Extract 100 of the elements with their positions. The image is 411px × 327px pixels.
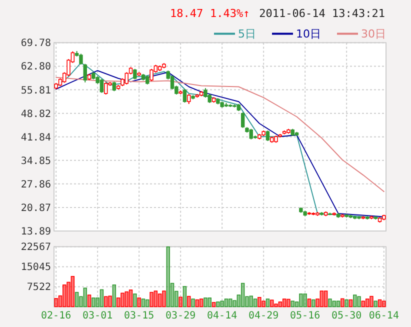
y-tick-label: 13.89: [20, 226, 51, 238]
bar: [116, 298, 120, 308]
y-tick-label: 15045: [20, 262, 51, 274]
y-tick-label: 34.85: [20, 156, 51, 167]
bar: [299, 294, 303, 308]
bar: [133, 294, 137, 308]
bar: [208, 298, 212, 308]
y-tick-label: 69.78: [20, 38, 51, 50]
bar: [245, 296, 249, 308]
bar: [282, 298, 286, 308]
bar: [336, 300, 340, 308]
legend-label: 30日: [361, 28, 386, 41]
bar: [166, 246, 170, 308]
y-tick-label: 48.82: [20, 108, 51, 120]
bar: [290, 300, 294, 308]
bar: [307, 298, 312, 308]
bar: [316, 298, 320, 308]
x-tick-label: 05-16: [290, 310, 320, 322]
bar: [286, 298, 290, 308]
bar: [182, 286, 187, 308]
legend-label: 10日: [296, 28, 321, 41]
bar: [303, 294, 307, 308]
bar: [294, 302, 299, 308]
bar: [365, 298, 370, 308]
bar: [154, 290, 158, 308]
x-tick-label: 02-16: [41, 310, 72, 322]
bar: [236, 294, 241, 308]
x-tick-label: 04-29: [248, 310, 279, 322]
bar: [141, 298, 146, 308]
bar: [212, 302, 216, 308]
bar: [128, 290, 133, 308]
bar: [124, 291, 128, 308]
bar: [370, 296, 374, 308]
bar: [361, 300, 366, 308]
bar: [120, 292, 124, 308]
bar: [253, 298, 258, 308]
bar: [162, 290, 166, 308]
bar: [353, 294, 357, 308]
bar: [249, 296, 253, 308]
bar: [312, 299, 316, 308]
bar: [62, 284, 66, 308]
bar: [258, 296, 262, 308]
y-tick-label: 41.84: [20, 132, 51, 144]
bar: [382, 300, 386, 308]
x-tick-label: 03-15: [124, 310, 154, 322]
bar: [324, 290, 328, 308]
text: 18.47: [170, 7, 204, 20]
y-tick-label: 62.80: [20, 62, 51, 73]
bar: [58, 295, 62, 308]
x-tick-label: 04-14: [207, 310, 238, 322]
bar: [92, 298, 96, 308]
text: 1.43%↑: [210, 7, 250, 20]
bar: [204, 298, 208, 308]
line-series: [56, 76, 384, 192]
bar: [146, 299, 150, 308]
x-tick-label: 03-29: [166, 310, 196, 322]
legend-label: 5日: [238, 28, 256, 41]
bar: [104, 296, 108, 308]
bar: [66, 282, 70, 308]
bar: [108, 296, 112, 308]
bar: [278, 302, 282, 308]
bar: [187, 296, 191, 308]
bar: [195, 299, 200, 308]
bar: [274, 304, 278, 308]
bar: [340, 298, 344, 308]
bar: [328, 298, 332, 308]
y-tick-label: 55.81: [20, 85, 51, 96]
y-tick-label: 22567: [20, 242, 51, 254]
bar: [199, 298, 204, 308]
bar: [320, 290, 324, 308]
bar: [74, 292, 79, 308]
text: 2011-06-14 13:43:21: [259, 7, 385, 20]
bar: [262, 300, 266, 308]
x-tick-label: 06-14: [368, 310, 399, 322]
bar: [100, 289, 104, 308]
y-tick-label: 7522: [26, 282, 51, 294]
bar: [83, 288, 87, 308]
bar: [79, 296, 83, 308]
bar: [266, 298, 270, 308]
bar: [191, 298, 195, 308]
bar: [87, 294, 92, 308]
bar: [270, 300, 274, 308]
bar: [158, 294, 162, 308]
bar: [178, 296, 182, 308]
bar: [240, 282, 245, 308]
bar: [232, 300, 236, 308]
bar: [224, 298, 228, 308]
x-tick-label: 05-30: [332, 310, 362, 322]
bar: [150, 292, 154, 308]
bar: [174, 290, 178, 308]
bar: [54, 298, 58, 308]
bar: [170, 282, 174, 308]
bar: [357, 296, 361, 308]
bar: [332, 300, 336, 308]
bar: [348, 299, 353, 308]
bar: [378, 299, 382, 308]
x-tick-label: 03-01: [82, 310, 113, 322]
bar: [228, 298, 232, 308]
bar: [96, 298, 100, 308]
bar: [344, 299, 348, 308]
